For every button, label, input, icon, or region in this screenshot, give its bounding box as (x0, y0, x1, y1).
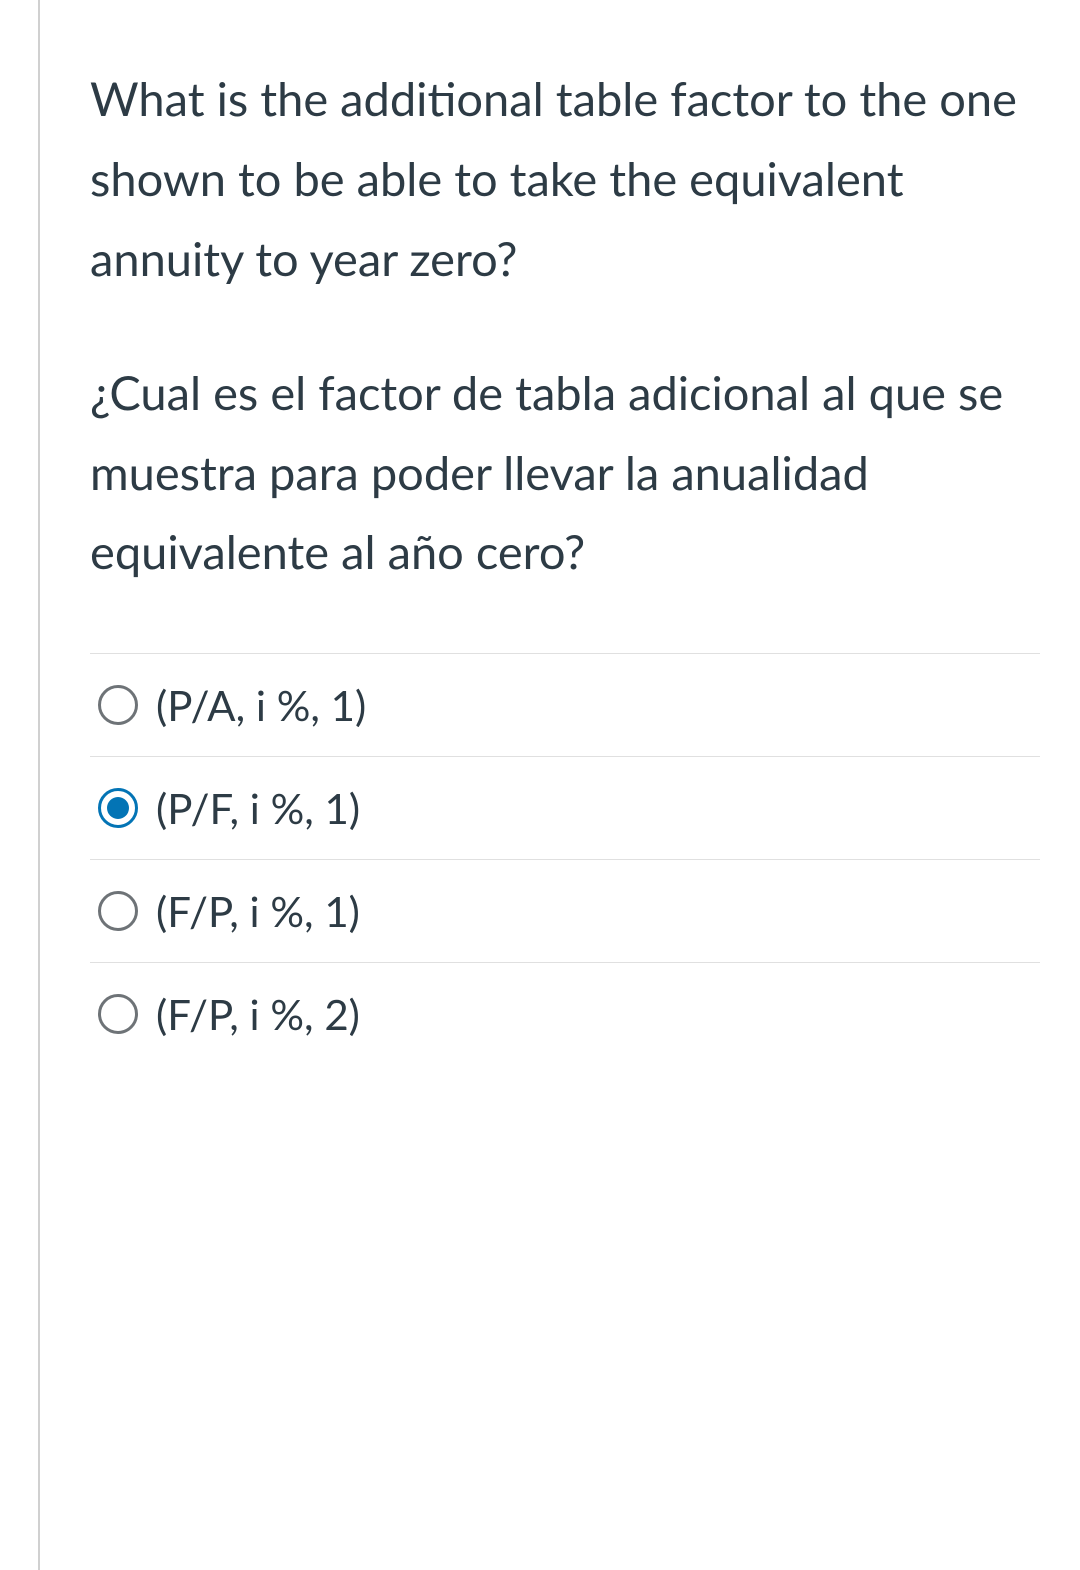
radio-button[interactable] (98, 994, 138, 1034)
radio-inner-dot (107, 797, 129, 819)
option-label: (F/P, i %, 2) (156, 989, 360, 1039)
option-row[interactable]: (F/P, i %, 2) (90, 962, 1040, 1065)
options-list: (P/A, i %, 1) (P/F, i %, 1) (F/P, i %, 1… (90, 653, 1040, 1065)
option-label: (P/A, i %, 1) (156, 680, 366, 730)
radio-button[interactable] (98, 891, 138, 931)
question-container: What is the additional table factor to t… (38, 0, 1080, 1570)
option-label: (F/P, i %, 1) (156, 886, 360, 936)
question-text-spanish: ¿Cual es el factor de tabla adicional al… (90, 354, 1040, 594)
option-row[interactable]: (P/A, i %, 1) (90, 653, 1040, 756)
radio-button[interactable] (98, 685, 138, 725)
option-label: (P/F, i %, 1) (156, 783, 360, 833)
option-row[interactable]: (F/P, i %, 1) (90, 859, 1040, 962)
radio-button-selected[interactable] (98, 788, 138, 828)
question-text-english: What is the additional table factor to t… (90, 60, 1040, 300)
option-row[interactable]: (P/F, i %, 1) (90, 756, 1040, 859)
